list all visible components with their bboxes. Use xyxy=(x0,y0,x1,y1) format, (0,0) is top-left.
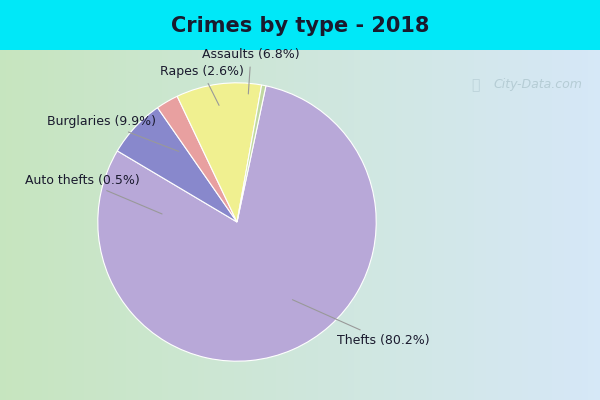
Text: Burglaries (9.9%): Burglaries (9.9%) xyxy=(47,115,179,152)
Wedge shape xyxy=(118,108,237,222)
Text: Crimes by type - 2018: Crimes by type - 2018 xyxy=(171,16,429,36)
Text: City-Data.com: City-Data.com xyxy=(493,78,582,91)
Wedge shape xyxy=(237,85,266,222)
Wedge shape xyxy=(98,86,376,361)
Text: ⦿: ⦿ xyxy=(472,78,480,92)
Text: Assaults (6.8%): Assaults (6.8%) xyxy=(202,48,300,94)
Text: Thefts (80.2%): Thefts (80.2%) xyxy=(292,300,430,347)
Wedge shape xyxy=(177,83,262,222)
Text: Auto thefts (0.5%): Auto thefts (0.5%) xyxy=(25,174,162,214)
Wedge shape xyxy=(158,96,237,222)
Text: Rapes (2.6%): Rapes (2.6%) xyxy=(160,65,244,105)
